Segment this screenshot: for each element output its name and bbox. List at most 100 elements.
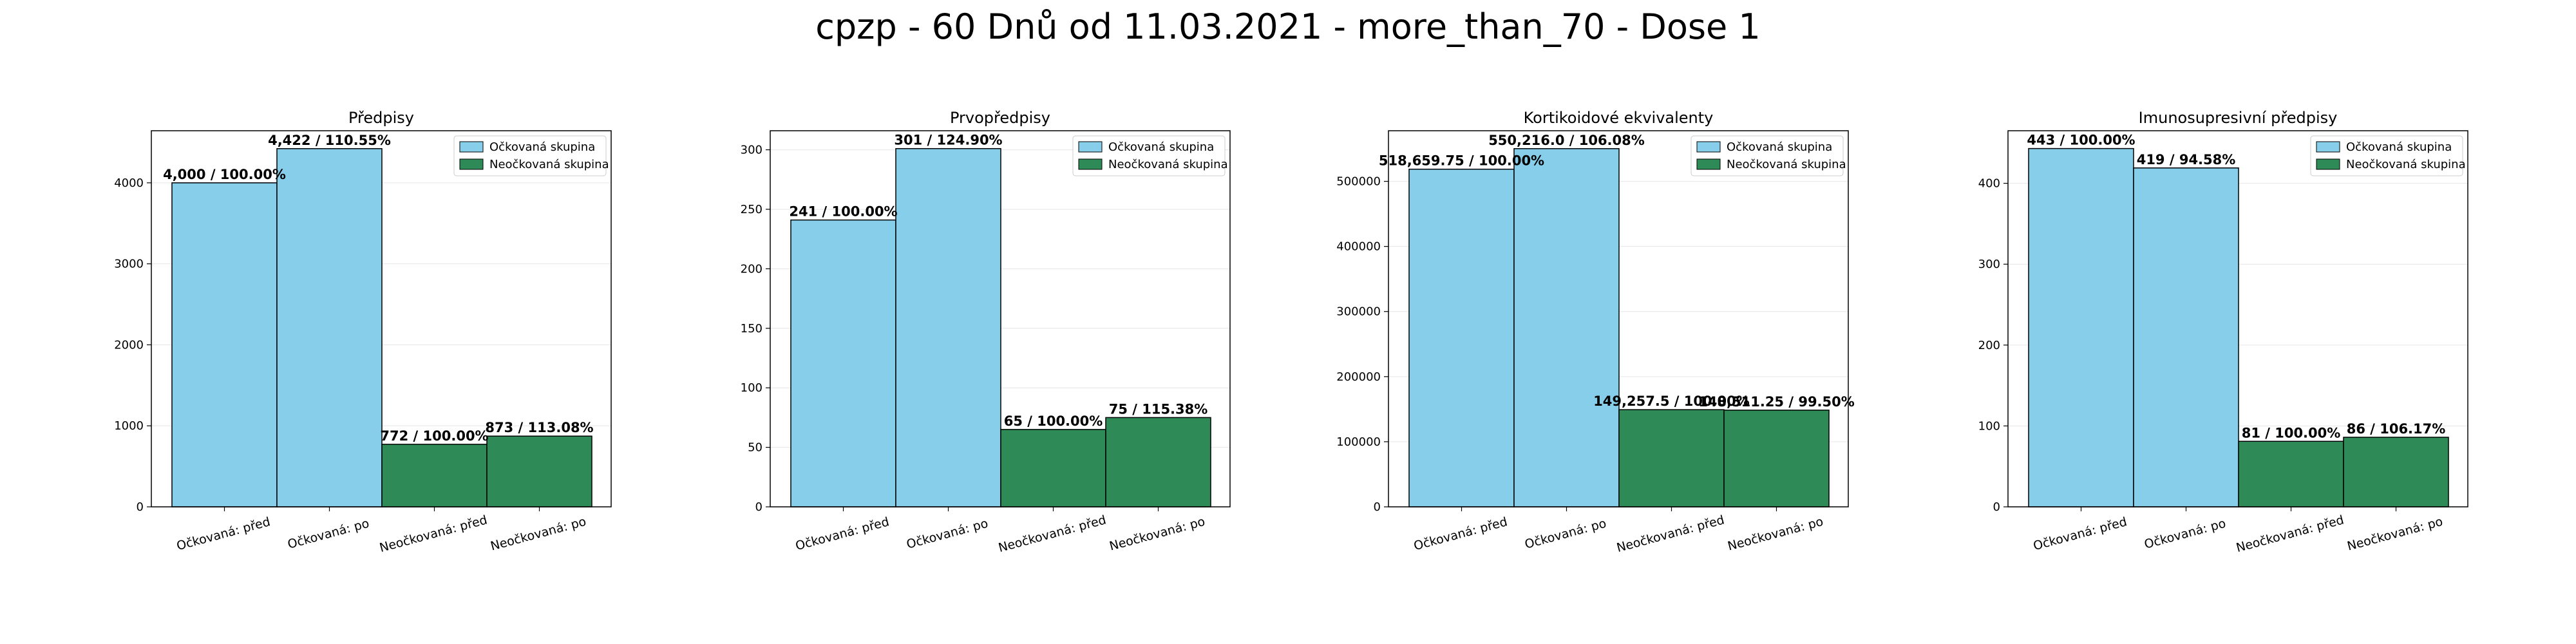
axes-frame <box>770 130 1231 507</box>
bar-4 <box>1723 410 1830 507</box>
axes-frame <box>2007 130 2468 507</box>
legend-box <box>1072 135 1226 176</box>
y-tick-label: 1000 <box>114 419 144 433</box>
y-tick-label: 3000 <box>114 258 144 271</box>
chart-title: Předpisy <box>348 109 414 127</box>
bar-2 <box>1513 148 1620 507</box>
y-tick-label: 4000 <box>114 176 144 190</box>
x-tick-label: Neočkovaná: před <box>378 513 489 555</box>
y-tick-label: 0 <box>755 500 762 514</box>
data-label: 81 / 100.00% <box>2242 425 2341 440</box>
data-label: 518,659.75 / 100.00% <box>1379 153 1544 169</box>
x-tick-label: Neočkovaná: po <box>1726 515 1824 554</box>
chart-panel-1: 4,000 / 100.00% 4,422 / 110.55% 772 / 100.… <box>114 109 612 555</box>
bar-1 <box>2028 147 2134 507</box>
y-tick-label: 400 <box>1978 177 2000 191</box>
data-label: 873 / 113.08% <box>485 420 593 435</box>
x-tick-label: Neočkovaná: před <box>997 513 1108 555</box>
chart-panel-3: 518,659.75 / 100.00% 550,216.0 / 106.08% 1… <box>1336 109 1855 555</box>
y-tick-label: 0 <box>1374 500 1381 514</box>
bar-1 <box>790 219 896 507</box>
chart-title: Prvopředpisy <box>950 109 1050 127</box>
legend-label: Očkovaná skupina <box>489 140 595 154</box>
chart-title: Imunosupresivní předpisy <box>2139 109 2338 127</box>
y-tick-label: 0 <box>1993 500 2000 514</box>
x-tick-label: Očkovaná: před <box>175 515 272 553</box>
bar-1 <box>171 182 278 507</box>
y-tick-label: 250 <box>741 203 762 216</box>
legend-label: Očkovaná skupina <box>2346 140 2452 154</box>
legend: Očkovaná skupina Neočkovaná skupina <box>1072 135 1228 176</box>
x-tick-label: Neočkovaná: před <box>2235 513 2345 555</box>
y-tick-label: 100 <box>1978 419 2000 433</box>
bar-2 <box>2133 167 2239 507</box>
axes-frame <box>1388 130 1849 507</box>
bar-3 <box>1000 429 1106 507</box>
y-tick-label: 2000 <box>114 338 144 352</box>
y-tick-label: 200 <box>1978 339 2000 352</box>
x-tick-label: Očkovaná: před <box>2032 515 2128 553</box>
legend-swatch <box>1078 158 1103 170</box>
bar-3 <box>2238 440 2344 507</box>
bar-3 <box>381 444 488 507</box>
y-tick-label: 300 <box>1978 258 2000 271</box>
legend-swatch <box>1078 141 1103 153</box>
y-tick-label: 400000 <box>1336 240 1381 254</box>
legend-label: Očkovaná skupina <box>1108 140 1214 154</box>
data-label: 241 / 100.00% <box>789 204 897 220</box>
x-tick-label: Neočkovaná: po <box>1108 515 1206 554</box>
x-tick-label: Neočkovaná: po <box>2345 515 2444 554</box>
data-label: 75 / 115.38% <box>1109 401 1208 417</box>
legend-label: Neočkovaná skupina <box>1108 158 1228 171</box>
legend-label: Neočkovaná skupina <box>1727 158 1846 171</box>
bar-4 <box>1105 417 1211 507</box>
data-label: 443 / 100.00% <box>2027 133 2135 148</box>
bar-4 <box>486 435 592 507</box>
axes-frame <box>151 130 612 507</box>
legend: Očkovaná skupina Neočkovaná skupina <box>453 135 609 176</box>
legend-swatch <box>2316 141 2340 153</box>
y-tick-label: 300 <box>741 144 762 157</box>
y-tick-label: 100000 <box>1336 435 1381 449</box>
legend: Očkovaná skupina Neočkovaná skupina <box>1690 135 1846 176</box>
legend-label: Neočkovaná skupina <box>2346 158 2466 171</box>
y-tick-label: 200 <box>741 262 762 276</box>
figure-title: cpzp - 60 Dnů od 11.03.2021 - more_than_… <box>815 6 1761 47</box>
data-label: 4,000 / 100.00% <box>163 167 286 182</box>
legend-box <box>453 135 607 176</box>
data-label: 772 / 100.00% <box>380 428 488 444</box>
data-label: 86 / 106.17% <box>2347 421 2446 437</box>
x-tick-label: Neočkovaná: po <box>489 515 587 554</box>
y-tick-label: 100 <box>741 381 762 395</box>
legend-swatch <box>459 158 484 170</box>
bar-2 <box>895 147 1001 507</box>
x-tick-label: Očkovaná: po <box>286 516 370 552</box>
legend-swatch <box>459 141 484 153</box>
legend: Očkovaná skupina Neočkovaná skupina <box>2310 135 2466 176</box>
chart-title: Kortikoidové ekvivalenty <box>1524 109 1714 127</box>
x-tick-label: Očkovaná: před <box>794 515 891 553</box>
data-label: 301 / 124.90% <box>894 133 1002 148</box>
y-tick-label: 500000 <box>1336 175 1381 189</box>
x-tick-label: Očkovaná: po <box>905 516 989 552</box>
legend-label: Očkovaná skupina <box>1727 140 1832 154</box>
y-tick-label: 50 <box>748 441 762 455</box>
chart-panel-4: 443 / 100.00%419 / 94.58% 81 / 100.00% 86 … <box>1978 109 2468 555</box>
x-tick-label: Očkovaná: před <box>1412 515 1509 553</box>
y-tick-label: 200000 <box>1336 370 1381 384</box>
legend-box <box>1690 135 1844 176</box>
x-tick-label: Očkovaná: po <box>1523 516 1607 552</box>
legend-swatch <box>1696 141 1721 153</box>
bar-1 <box>1408 168 1515 507</box>
data-label: 149,257.5 / 100.00% <box>1593 393 1750 409</box>
data-label: 419 / 94.58% <box>2137 152 2236 167</box>
bar-4 <box>2343 437 2449 507</box>
y-tick-label: 0 <box>137 500 144 514</box>
x-tick-label: Neočkovaná: před <box>1615 513 1726 555</box>
legend-swatch <box>2316 158 2340 170</box>
chart-panel-2: 241 / 100.00% 301 / 124.90% 65 / 100.00% 75… <box>741 109 1231 555</box>
legend-box <box>2310 135 2463 176</box>
legend-swatch <box>1696 158 1721 170</box>
data-label: 148,511.25 / 99.50% <box>1698 394 1855 410</box>
